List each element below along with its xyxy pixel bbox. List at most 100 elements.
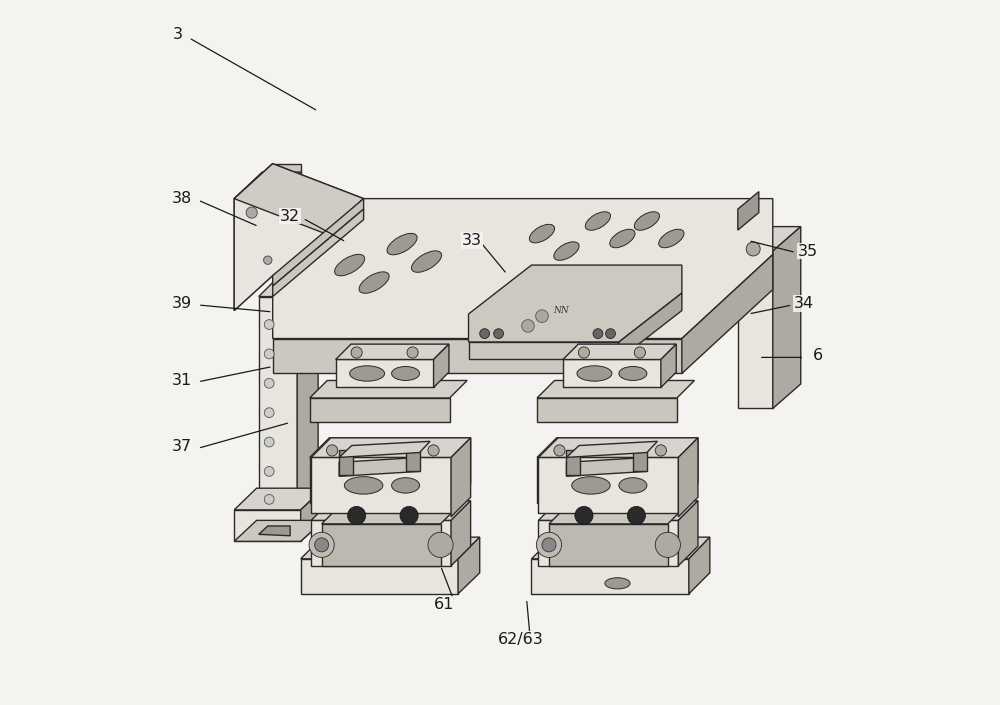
Circle shape xyxy=(264,256,272,264)
Polygon shape xyxy=(537,438,698,458)
Polygon shape xyxy=(234,164,273,310)
Polygon shape xyxy=(273,199,364,286)
Circle shape xyxy=(309,532,334,558)
Polygon shape xyxy=(538,438,698,458)
Circle shape xyxy=(264,467,274,477)
Circle shape xyxy=(428,532,453,558)
Polygon shape xyxy=(619,293,682,360)
Polygon shape xyxy=(451,438,471,517)
Circle shape xyxy=(542,538,556,552)
Ellipse shape xyxy=(619,478,647,493)
Circle shape xyxy=(400,506,418,525)
Ellipse shape xyxy=(344,477,383,494)
Polygon shape xyxy=(566,441,657,458)
Circle shape xyxy=(494,329,503,338)
Circle shape xyxy=(593,329,603,338)
Text: 31: 31 xyxy=(172,373,192,388)
Ellipse shape xyxy=(577,366,612,381)
Text: 39: 39 xyxy=(172,296,192,311)
Circle shape xyxy=(575,506,593,525)
Polygon shape xyxy=(537,398,677,422)
Polygon shape xyxy=(738,226,801,251)
Text: 33: 33 xyxy=(462,233,482,248)
Polygon shape xyxy=(549,506,685,524)
Polygon shape xyxy=(531,537,710,559)
Polygon shape xyxy=(273,209,364,297)
Polygon shape xyxy=(234,488,324,510)
Polygon shape xyxy=(336,344,449,360)
Polygon shape xyxy=(234,520,324,541)
Text: 6: 6 xyxy=(813,348,823,364)
Ellipse shape xyxy=(572,477,610,494)
Ellipse shape xyxy=(585,212,611,231)
Polygon shape xyxy=(469,342,619,360)
Circle shape xyxy=(627,506,645,525)
Circle shape xyxy=(536,309,548,322)
Polygon shape xyxy=(273,199,773,338)
Ellipse shape xyxy=(412,251,442,272)
Circle shape xyxy=(246,207,257,219)
Polygon shape xyxy=(310,381,467,398)
Circle shape xyxy=(522,319,534,332)
Ellipse shape xyxy=(610,229,635,247)
Circle shape xyxy=(327,445,338,456)
Circle shape xyxy=(264,379,274,388)
Circle shape xyxy=(264,407,274,417)
Polygon shape xyxy=(538,520,678,566)
Polygon shape xyxy=(322,524,441,566)
Circle shape xyxy=(536,532,562,558)
Polygon shape xyxy=(310,438,471,458)
Text: 37: 37 xyxy=(172,439,192,455)
Ellipse shape xyxy=(659,229,684,247)
Polygon shape xyxy=(469,265,682,342)
Ellipse shape xyxy=(350,366,385,381)
Text: 61: 61 xyxy=(434,597,454,612)
Polygon shape xyxy=(301,559,458,594)
Polygon shape xyxy=(297,276,318,524)
Polygon shape xyxy=(310,398,450,422)
Polygon shape xyxy=(311,458,451,513)
Polygon shape xyxy=(689,537,710,594)
Ellipse shape xyxy=(529,224,555,243)
Polygon shape xyxy=(310,458,451,503)
Ellipse shape xyxy=(634,212,659,231)
Polygon shape xyxy=(549,524,668,566)
Ellipse shape xyxy=(392,367,420,381)
Ellipse shape xyxy=(359,272,389,293)
Polygon shape xyxy=(434,344,449,388)
Polygon shape xyxy=(311,501,471,520)
Polygon shape xyxy=(234,510,301,541)
Circle shape xyxy=(554,445,565,456)
Polygon shape xyxy=(451,438,471,503)
Polygon shape xyxy=(566,458,647,477)
Text: 3: 3 xyxy=(173,27,183,42)
Polygon shape xyxy=(531,559,689,594)
Polygon shape xyxy=(458,537,480,594)
Circle shape xyxy=(746,242,760,256)
Circle shape xyxy=(655,445,666,456)
Polygon shape xyxy=(301,537,480,559)
Polygon shape xyxy=(538,501,698,520)
Polygon shape xyxy=(259,526,290,536)
Polygon shape xyxy=(773,226,801,408)
Polygon shape xyxy=(234,164,364,233)
Circle shape xyxy=(578,347,590,358)
Circle shape xyxy=(606,329,615,338)
Circle shape xyxy=(264,437,274,447)
Polygon shape xyxy=(322,506,458,524)
Ellipse shape xyxy=(619,367,647,381)
Ellipse shape xyxy=(387,233,417,255)
Text: 62/63: 62/63 xyxy=(498,632,544,646)
Polygon shape xyxy=(311,438,471,458)
Circle shape xyxy=(428,445,439,456)
Polygon shape xyxy=(339,441,430,458)
Circle shape xyxy=(634,347,645,358)
Text: 35: 35 xyxy=(798,244,818,259)
Polygon shape xyxy=(566,450,580,475)
Polygon shape xyxy=(259,297,297,520)
Text: 32: 32 xyxy=(280,209,300,223)
Polygon shape xyxy=(678,438,698,503)
Circle shape xyxy=(264,319,274,329)
Circle shape xyxy=(351,347,362,358)
Polygon shape xyxy=(537,381,694,398)
